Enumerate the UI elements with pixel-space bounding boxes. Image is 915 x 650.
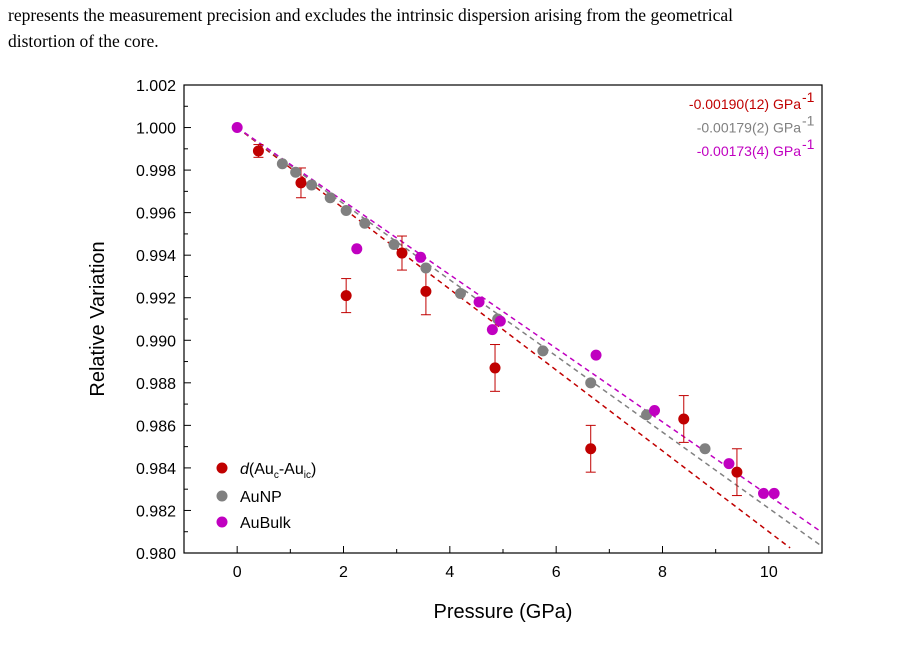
data-point <box>324 192 336 204</box>
axis-tick-labels: 0 2 4 6 8 10 0.980 0.982 0.984 0.986 0.988 0.990 0.9… <box>136 78 778 581</box>
data-point <box>351 243 363 255</box>
y-tick-label: 0.998 <box>136 163 176 180</box>
data-point <box>388 239 400 251</box>
x-tick-label: 8 <box>658 564 667 581</box>
legend-marker <box>216 462 228 474</box>
data-point <box>252 145 264 157</box>
data-point <box>295 177 307 189</box>
y-tick-label: 0.994 <box>136 248 176 265</box>
y-tick-label: 0.990 <box>136 333 176 350</box>
x-tick-label: 0 <box>233 564 242 581</box>
data-point <box>231 122 243 134</box>
fit-slope-exponent: -1 <box>802 136 815 152</box>
data-point <box>306 179 318 191</box>
y-tick-label: 0.988 <box>136 376 176 393</box>
caption-line-2: distortion of the core. <box>8 31 159 51</box>
fit-line <box>236 126 791 549</box>
legend: d(Auc-Auic) AuNP AuBulk <box>216 461 316 532</box>
legend-label: AuNP <box>240 489 282 506</box>
fit-slope-label: -0.00173(4) GPa <box>697 143 801 159</box>
fit-slope-labels: -0.00190(12) GPa -1-0.00179(2) GPa -1-0.00… <box>689 89 815 159</box>
y-tick-label: 0.984 <box>136 461 176 478</box>
data-point <box>489 362 501 374</box>
data-point <box>359 217 371 229</box>
y-tick-label: 0.996 <box>136 206 176 223</box>
data-point <box>340 290 352 302</box>
y-tick-label: 0.980 <box>136 546 176 563</box>
data-points <box>231 122 780 499</box>
data-point <box>590 349 602 361</box>
x-tick-label: 2 <box>339 564 348 581</box>
fit-line <box>236 126 823 548</box>
x-axis-title: Pressure (GPa) <box>434 601 573 623</box>
legend-marker <box>216 516 228 528</box>
data-point <box>340 205 352 217</box>
y-tick-label: 0.992 <box>136 291 176 308</box>
x-tick-label: 10 <box>760 564 778 581</box>
x-tick-label: 4 <box>445 564 454 581</box>
y-tick-label: 1.002 <box>136 78 176 95</box>
data-point <box>415 251 427 263</box>
caption-line-1: represents the measurement precision and… <box>8 5 734 25</box>
data-point <box>290 166 302 178</box>
y-tick-label: 0.982 <box>136 503 176 520</box>
y-axis-title: Relative Variation <box>87 241 109 396</box>
legend-label: d(Auc-Auic) <box>240 461 316 481</box>
legend-marker <box>216 490 228 502</box>
data-point <box>454 287 466 299</box>
data-point <box>699 443 711 455</box>
data-point <box>537 345 549 357</box>
data-point <box>768 487 780 499</box>
data-point <box>758 487 770 499</box>
fit-slope-exponent: -1 <box>802 89 815 105</box>
data-point <box>585 443 597 455</box>
data-point <box>276 158 288 170</box>
data-point <box>473 296 485 308</box>
fit-slope-label: -0.00190(12) GPa <box>689 96 801 112</box>
data-point <box>731 466 743 478</box>
fit-slope-exponent: -1 <box>802 113 815 129</box>
data-point <box>585 377 597 389</box>
y-tick-label: 0.986 <box>136 418 176 435</box>
data-point <box>486 324 498 336</box>
data-point <box>678 413 690 425</box>
x-tick-label: 6 <box>552 564 561 581</box>
axis-ticks <box>184 84 823 554</box>
fit-lines <box>236 126 823 549</box>
data-point <box>723 458 735 470</box>
data-point <box>494 315 506 327</box>
caption-text: represents the measurement precision and… <box>8 2 908 54</box>
y-tick-label: 1.000 <box>136 121 176 138</box>
data-point <box>396 247 408 259</box>
fit-slope-label: -0.00179(2) GPa <box>697 120 801 136</box>
data-point <box>420 285 432 297</box>
data-point <box>420 262 432 274</box>
legend-label: AuBulk <box>240 515 292 532</box>
data-point <box>649 404 661 416</box>
